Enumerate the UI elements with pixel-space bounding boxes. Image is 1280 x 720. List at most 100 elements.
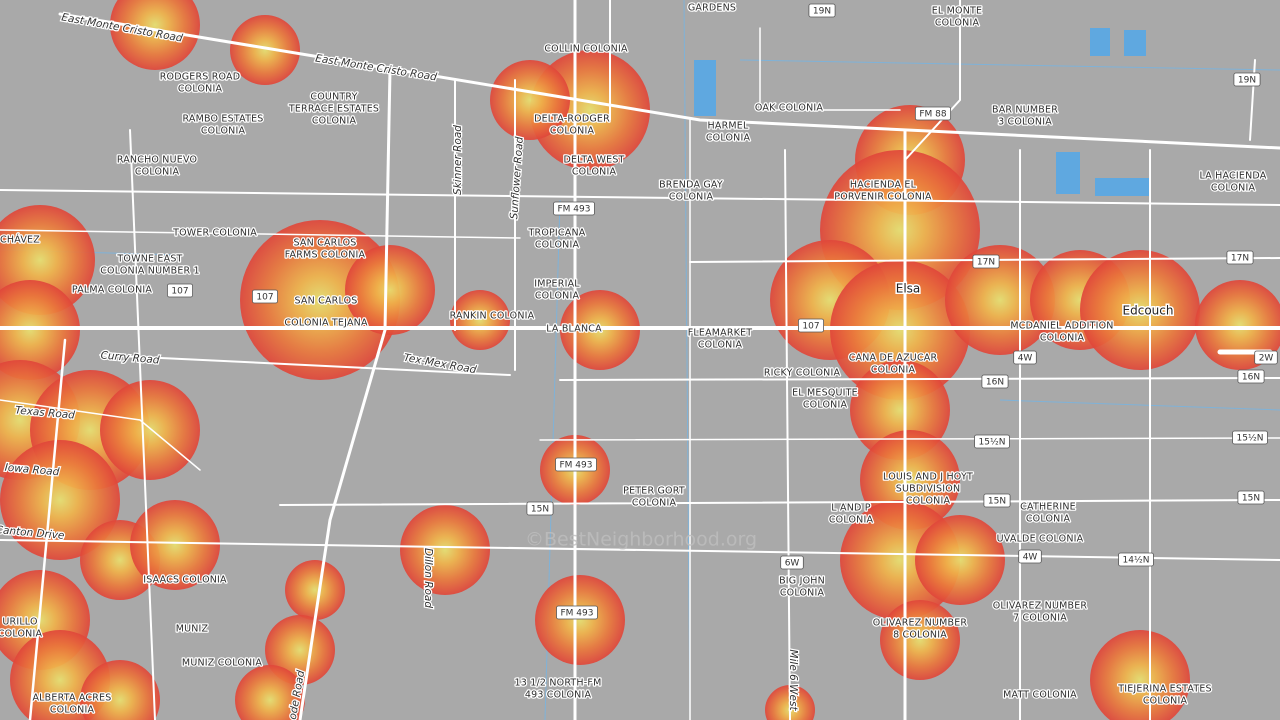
place-label: OLIVAREZ NUMBER <box>993 601 1088 612</box>
place-label: DELTA-RODGER <box>534 114 610 125</box>
place-label: 493 COLONIA <box>525 690 592 701</box>
route-shield <box>1226 250 1254 265</box>
route-shield-label: 4W <box>1018 354 1033 364</box>
place-label: RANCHO NUEVO <box>117 155 197 166</box>
place-label: COLONIA <box>1143 696 1188 707</box>
heat-blob <box>915 515 1005 605</box>
route-shield <box>1118 552 1154 567</box>
place-label: COLONIA <box>871 365 916 376</box>
route-shield <box>914 106 952 121</box>
place-label: TERRACE ESTATES <box>288 104 379 115</box>
place-label: ENGLEMAN <box>684 0 739 2</box>
place-label: CATHERINE <box>1020 502 1076 513</box>
heat-blob <box>130 500 220 590</box>
place-label: COLONIA <box>550 126 595 137</box>
heat-blob <box>0 440 120 560</box>
route-shield-label: 4W <box>1023 553 1038 563</box>
place-label: COLONIA <box>201 126 246 137</box>
route-shield-label: 15N <box>531 505 549 515</box>
route-shield <box>780 555 804 570</box>
route-shield <box>798 318 824 333</box>
route-shield <box>983 493 1011 508</box>
route-shield-label: 17N <box>977 258 995 268</box>
place-label: PETER GORT <box>623 486 685 497</box>
place-label: UVALDE COLONIA <box>997 534 1084 545</box>
place-label: BIG JOHN <box>779 576 825 587</box>
place-label: EL MONTE <box>932 6 983 17</box>
place-label: COLONIA <box>535 291 580 302</box>
town-label: Edcouch <box>1123 304 1174 318</box>
route-shield-label: 15½N <box>979 438 1006 448</box>
route-shield-label: 19N <box>813 7 831 17</box>
heat-blob <box>100 380 200 480</box>
place-label: ISAACS COLONIA <box>143 575 227 586</box>
place-label: COLONIA <box>50 705 95 716</box>
route-shield <box>556 605 598 620</box>
place-label: PORVENIR COLONIA <box>834 192 932 203</box>
place-label: 8 COLONIA <box>893 630 947 641</box>
heat-blob <box>80 660 160 720</box>
place-label: 3 COLONIA <box>998 117 1052 128</box>
route-shield <box>1232 430 1268 445</box>
place-label: TIEJERINA ESTATES <box>1117 684 1212 695</box>
route-shield-label: 17N <box>1231 254 1249 264</box>
place-label: COLONIA NUMBER 1 <box>100 266 200 277</box>
watermark: ©BestNeighborhood.org <box>525 529 757 551</box>
route-shield <box>553 201 595 216</box>
place-label: HARMEL <box>708 121 749 132</box>
place-label: COLONIA TEJANA <box>284 318 368 329</box>
place-label: COLONIA <box>935 18 980 29</box>
place-label: PALMA COLONIA <box>72 285 152 296</box>
place-label: EL MESQUITE <box>792 388 858 399</box>
town-label: Elsa <box>896 282 921 296</box>
route-shield-label: 19N <box>1238 76 1256 86</box>
route-shield <box>167 283 193 298</box>
place-label: COLONIA <box>312 116 357 127</box>
route-shield <box>808 3 836 18</box>
place-label: 7 COLONIA <box>1013 613 1067 624</box>
heat-blob <box>490 60 570 140</box>
route-shield <box>252 289 278 304</box>
place-label: COLONIA <box>178 84 223 95</box>
place-label: FLEAMARKET <box>688 328 753 339</box>
route-shield <box>981 374 1009 389</box>
route-shield <box>555 457 597 472</box>
road-label: Dillon Road <box>422 548 434 608</box>
water <box>694 28 1150 196</box>
route-shield <box>1233 72 1261 87</box>
place-label: COLONIA <box>706 133 751 144</box>
route-shield <box>1237 490 1265 505</box>
place-label: MATT COLONIA <box>1003 690 1077 701</box>
road-label: Mile 6 West <box>787 649 799 711</box>
route-shield-label: 15½N <box>1237 434 1264 444</box>
heat-blob <box>1090 630 1190 720</box>
place-label: COLONIA <box>572 167 617 178</box>
place-label: COLONIA <box>1211 183 1256 194</box>
route-shield-label: 15N <box>988 497 1006 507</box>
place-label: LOUIS AND J HOYT <box>883 472 973 483</box>
place-label: SAN CARLOS <box>294 296 357 307</box>
place-label: COLONIA <box>632 498 677 509</box>
place-label: DELTA WEST <box>563 155 624 166</box>
heat-blob <box>345 245 435 335</box>
heat-blob <box>1080 250 1200 370</box>
route-shield <box>1254 350 1278 365</box>
place-label: GARDENS <box>688 3 736 14</box>
route-shield-label: 15N <box>1242 494 1260 504</box>
route-shield-label: 107 <box>256 293 273 303</box>
route-shield-label: FM 88 <box>919 110 947 120</box>
place-label: COUNTRY <box>310 92 357 103</box>
place-label: CHÁVEZ <box>0 234 40 246</box>
place-label: L AND P <box>831 503 870 514</box>
route-shield <box>1237 369 1265 384</box>
place-label: MUNIZ <box>176 624 209 635</box>
place-label: SAN CARLOS <box>293 238 356 249</box>
place-label: 13 1/2 NORTH-FM <box>515 678 602 689</box>
route-shield-label: FM 493 <box>560 461 593 471</box>
route-shield-label: 107 <box>802 322 819 332</box>
place-label: RAMBO ESTATES <box>182 114 263 125</box>
place-label: IMPERIAL <box>534 279 580 290</box>
heat-blob <box>285 560 345 620</box>
place-label: LA HACIENDA <box>1200 171 1267 182</box>
